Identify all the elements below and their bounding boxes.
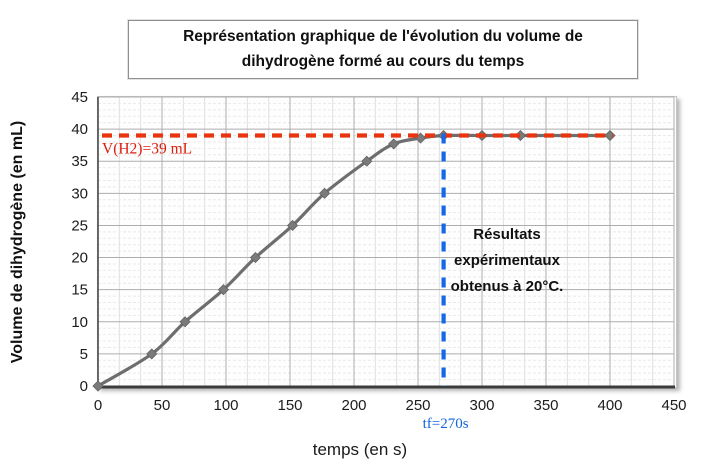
y-tick-label: 30 [71,185,88,202]
plot-area [97,96,677,388]
data-point-marker [92,380,104,392]
x-tick-label: 200 [341,397,366,414]
x-tick-label: 250 [405,397,430,414]
chart-title-box: Représentation graphique de l'évolution … [128,20,638,79]
data-point-marker [286,219,299,232]
y-tick-label: 0 [80,378,88,395]
x-tick-label: 150 [277,397,302,414]
x-tick-label: 300 [469,397,494,414]
y-tick-label: 10 [71,314,88,331]
x-tick-label: 0 [94,397,102,414]
x-tick-label: 50 [154,397,171,414]
x-tick-label: 100 [213,397,238,414]
y-tick-label: 15 [71,282,88,299]
x-axis-title: temps (en s) [312,440,408,459]
data-point-marker [361,155,373,167]
experiment-note: Résultats expérimentaux obtenus à 20°C. [450,226,564,295]
chart-title: Représentation graphique de l'évolution … [183,28,583,70]
y-tick-label: 40 [71,121,88,138]
x-tick-label: 400 [597,397,622,414]
plateau-label: V(H2)=39 mL [102,141,192,158]
data-point-marker [146,348,158,360]
tf-label: tf=270s [423,416,469,432]
data-point-marker [217,284,230,296]
data-point-marker [388,138,400,150]
y-tick-label: 45 [71,89,88,106]
x-tick-label: 450 [661,397,686,414]
data-point-marker [249,251,262,264]
y-tick-label: 25 [71,217,88,234]
y-tick-label: 35 [71,153,88,170]
data-point-marker [604,129,616,142]
x-tick-label: 350 [533,397,558,414]
data-point-marker [179,316,191,328]
y-tick-label: 5 [80,346,88,363]
y-tick-label: 20 [71,250,88,267]
data-point-marker [318,187,331,199]
